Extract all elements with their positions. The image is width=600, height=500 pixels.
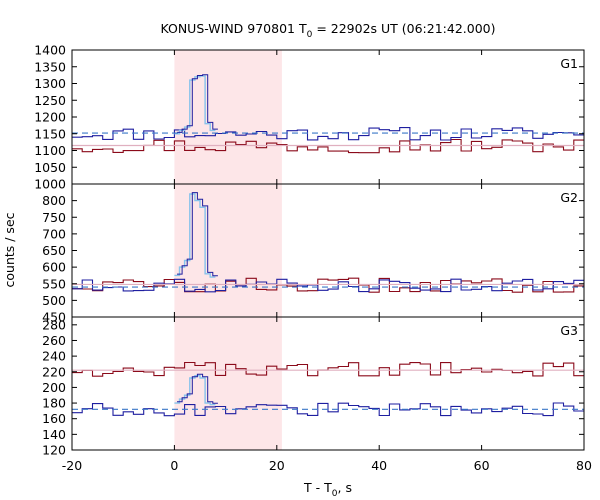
y-tick-label: 600 [42, 260, 66, 275]
y-tick-label: 550 [42, 276, 66, 291]
series-blue-g1 [72, 127, 584, 141]
x-tick-label: 0 [170, 458, 178, 473]
series-red-g1 [72, 138, 584, 154]
x-axis-label: T - T0, s [303, 480, 352, 499]
y-tick-label: 1100 [34, 143, 66, 158]
burst-profile-dark-g3 [177, 373, 218, 404]
panel-frame-g2 [71, 183, 585, 318]
x-tick-label: 60 [474, 458, 490, 473]
x-tick-label: 40 [371, 458, 387, 473]
panel-name-label: G2 [560, 190, 578, 205]
burst-interval-shade [174, 50, 282, 450]
y-tick-label: 700 [42, 226, 66, 241]
y-tick-label: 280 [42, 317, 66, 332]
y-tick-label: 750 [42, 210, 66, 225]
y-tick-label: 1400 [34, 43, 66, 58]
y-tick-label: 140 [42, 427, 66, 442]
series-blue-g3 [72, 402, 584, 417]
y-axis-label: counts / sec [2, 212, 17, 287]
panel-name-label: G1 [560, 56, 578, 71]
y-tick-label: 1200 [34, 110, 66, 125]
y-tick-label: 160 [42, 411, 66, 426]
burst-profile-dark-g1 [177, 74, 218, 133]
y-tick-label: 220 [42, 364, 66, 379]
panels-layer: 100010501100115012001250130013501400G145… [34, 43, 592, 474]
panel-frame-g3 [71, 316, 585, 451]
y-tick-label: 450 [42, 310, 66, 325]
y-tick-label: 1150 [34, 126, 66, 141]
series-red-g2 [72, 277, 584, 293]
y-tick-label: 120 [42, 443, 66, 458]
burst-profile-dark-g2 [177, 192, 218, 277]
x-tick-label: 80 [576, 458, 592, 473]
series-blue-g2 [72, 278, 584, 293]
y-tick-label: 1050 [34, 160, 66, 175]
y-tick-label: 180 [42, 396, 66, 411]
y-tick-label: 650 [42, 243, 66, 258]
y-tick-label: 500 [42, 293, 66, 308]
panel-name-label: G3 [560, 323, 578, 338]
y-tick-label: 1000 [34, 177, 66, 192]
series-red-g3 [72, 361, 584, 377]
y-tick-label: 1250 [34, 93, 66, 108]
y-tick-label: 800 [42, 193, 66, 208]
y-tick-label: 240 [42, 349, 66, 364]
y-tick-label: 1350 [34, 59, 66, 74]
x-tick-label: -20 [62, 458, 82, 473]
x-tick-label: 20 [269, 458, 285, 473]
panel-frame-g1 [71, 49, 585, 185]
chart-title: KONUS-WIND 970801 T0 = 22902s UT (06:21:… [160, 21, 495, 40]
y-tick-label: 260 [42, 333, 66, 348]
y-tick-label: 200 [42, 380, 66, 395]
y-tick-label: 1300 [34, 76, 66, 91]
